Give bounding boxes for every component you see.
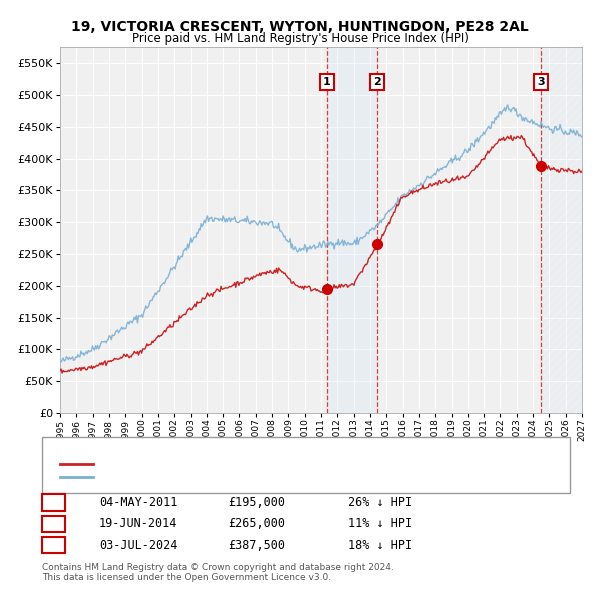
Text: £265,000: £265,000 bbox=[228, 517, 285, 530]
Text: 19-JUN-2014: 19-JUN-2014 bbox=[99, 517, 178, 530]
Text: £195,000: £195,000 bbox=[228, 496, 285, 509]
Text: 2: 2 bbox=[374, 77, 382, 87]
Text: 03-JUL-2024: 03-JUL-2024 bbox=[99, 539, 178, 552]
Text: 26% ↓ HPI: 26% ↓ HPI bbox=[348, 496, 412, 509]
Text: 18% ↓ HPI: 18% ↓ HPI bbox=[348, 539, 412, 552]
Text: 3: 3 bbox=[49, 539, 58, 552]
Text: 1: 1 bbox=[49, 496, 58, 509]
Text: 11% ↓ HPI: 11% ↓ HPI bbox=[348, 517, 412, 530]
Text: 1: 1 bbox=[323, 77, 331, 87]
Text: 04-MAY-2011: 04-MAY-2011 bbox=[99, 496, 178, 509]
Bar bbox=[541, 47, 582, 413]
Text: Contains HM Land Registry data © Crown copyright and database right 2024.
This d: Contains HM Land Registry data © Crown c… bbox=[42, 563, 394, 582]
Text: HPI: Average price, detached house, Huntingdonshire: HPI: Average price, detached house, Hunt… bbox=[99, 472, 379, 481]
Text: £387,500: £387,500 bbox=[228, 539, 285, 552]
Text: 19, VICTORIA CRESCENT, WYTON, HUNTINGDON, PE28 2AL (detached house): 19, VICTORIA CRESCENT, WYTON, HUNTINGDON… bbox=[99, 459, 501, 468]
Text: 19, VICTORIA CRESCENT, WYTON, HUNTINGDON, PE28 2AL: 19, VICTORIA CRESCENT, WYTON, HUNTINGDON… bbox=[71, 19, 529, 34]
Bar bbox=[326, 47, 377, 413]
Text: Price paid vs. HM Land Registry's House Price Index (HPI): Price paid vs. HM Land Registry's House … bbox=[131, 32, 469, 45]
Text: 2: 2 bbox=[49, 517, 58, 530]
Text: 3: 3 bbox=[538, 77, 545, 87]
